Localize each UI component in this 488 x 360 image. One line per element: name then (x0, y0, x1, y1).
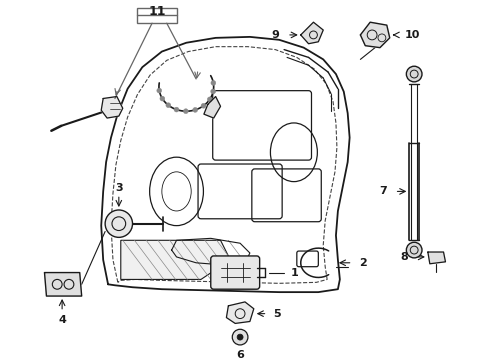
Text: 10: 10 (404, 30, 419, 40)
Circle shape (406, 66, 421, 82)
Polygon shape (300, 22, 323, 44)
Text: 3: 3 (115, 184, 122, 193)
Circle shape (201, 103, 205, 108)
Polygon shape (121, 240, 230, 279)
Polygon shape (101, 96, 122, 118)
Circle shape (207, 97, 212, 102)
Polygon shape (203, 96, 220, 118)
Circle shape (210, 81, 215, 85)
Circle shape (165, 103, 170, 108)
Circle shape (192, 107, 197, 112)
Text: 6: 6 (236, 350, 244, 360)
Text: 5: 5 (273, 309, 281, 319)
Text: 2: 2 (359, 258, 366, 268)
Polygon shape (360, 22, 389, 48)
Text: 8: 8 (400, 252, 407, 262)
Circle shape (232, 329, 247, 345)
FancyBboxPatch shape (210, 256, 259, 289)
Text: 1: 1 (290, 267, 298, 278)
Circle shape (160, 96, 164, 101)
Circle shape (157, 88, 162, 93)
Circle shape (406, 242, 421, 258)
Text: 9: 9 (271, 30, 279, 40)
Circle shape (183, 109, 188, 114)
Polygon shape (427, 252, 445, 264)
Circle shape (210, 89, 215, 94)
Circle shape (174, 107, 179, 112)
Text: 4: 4 (58, 315, 66, 324)
Text: 11: 11 (148, 5, 165, 18)
Circle shape (237, 334, 243, 340)
Polygon shape (226, 302, 253, 323)
Text: 7: 7 (378, 186, 386, 197)
Polygon shape (44, 273, 81, 296)
Circle shape (105, 210, 132, 237)
